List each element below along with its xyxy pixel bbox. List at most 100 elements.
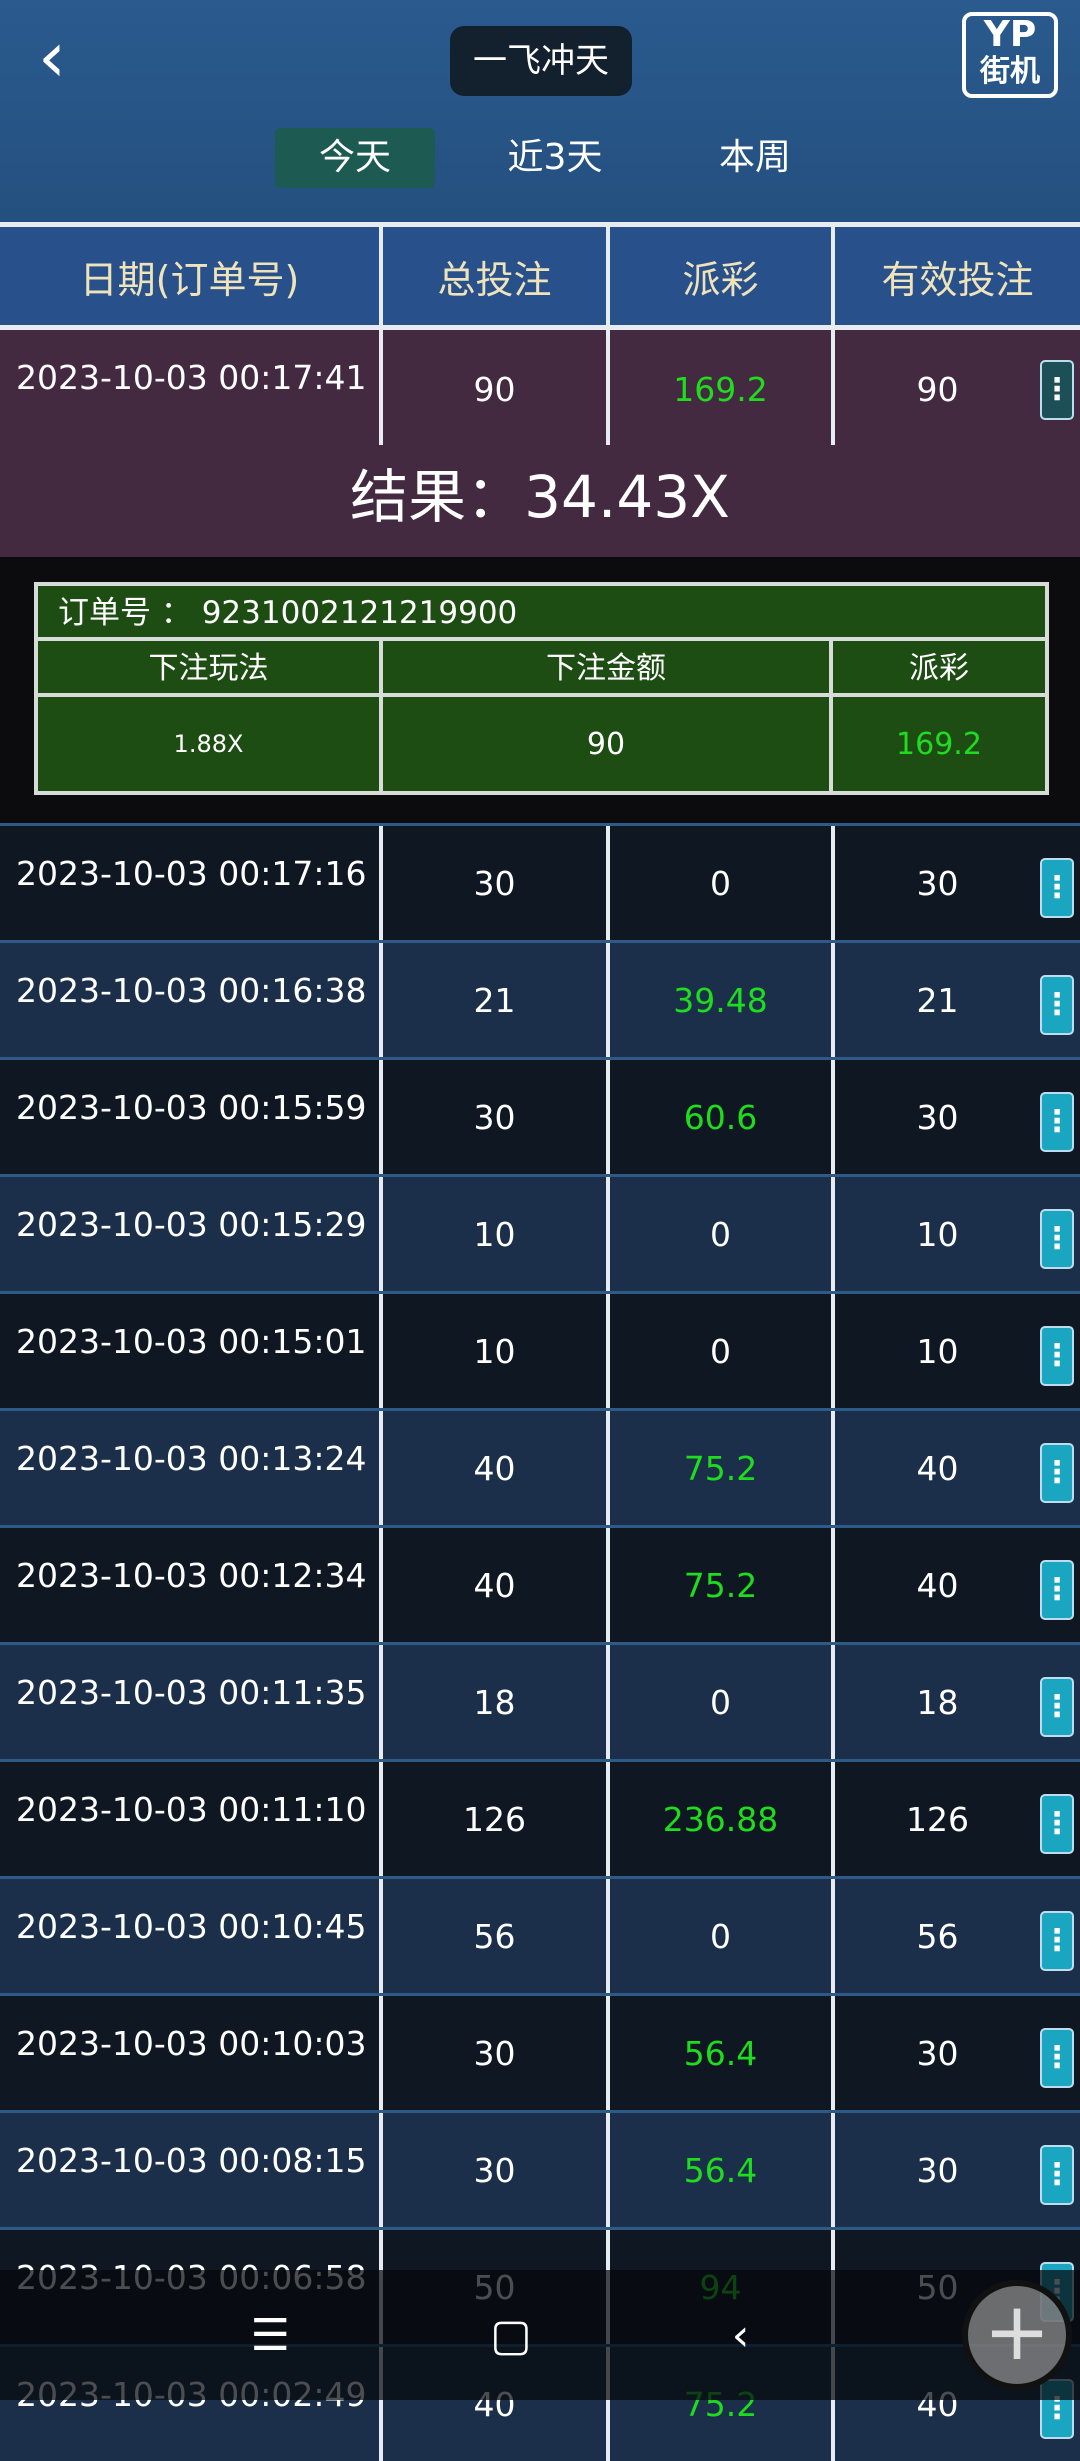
logo: YP 街机 xyxy=(962,12,1058,98)
row-total: 30 xyxy=(383,826,610,940)
row-valid: 40 xyxy=(916,1566,959,1605)
row-total: 18 xyxy=(383,1645,610,1759)
row-payout: 75.2 xyxy=(610,1411,835,1525)
detail-header-play: 下注玩法 xyxy=(38,641,379,697)
row-menu-button[interactable]: ⋮ xyxy=(1040,360,1074,420)
row-valid: 21 xyxy=(916,981,959,1020)
row-date: 2023-10-03 00:11:35 xyxy=(0,1645,383,1759)
row-menu-button[interactable]: ⋮ xyxy=(1040,1443,1074,1503)
row-payout: 56.4 xyxy=(610,2113,835,2227)
order-number: 订单号 ： 9231002121219900 xyxy=(38,586,1045,641)
tab-today[interactable]: 今天 xyxy=(275,128,435,188)
row-payout: 39.48 xyxy=(610,943,835,1057)
row-total: 56 xyxy=(383,1879,610,1993)
row-menu-button[interactable]: ⋮ xyxy=(1040,2028,1074,2088)
table-row[interactable]: 2023-10-03 00:12:34 40 75.2 40 ⋮ xyxy=(0,1525,1080,1642)
home-icon[interactable]: ▢ xyxy=(490,2309,532,2361)
column-valid: 有效投注 xyxy=(881,257,1034,302)
row-valid: 30 xyxy=(916,864,959,903)
detail-play: 1.88X xyxy=(173,730,244,758)
row-valid: 30 xyxy=(916,2151,959,2190)
row-menu-button[interactable]: ⋮ xyxy=(1040,1677,1074,1737)
row-payout: 60.6 xyxy=(610,1060,835,1174)
table-row[interactable]: 2023-10-03 00:10:03 30 56.4 30 ⋮ xyxy=(0,1993,1080,2110)
row-total: 90 xyxy=(383,330,610,445)
row-date: 2023-10-03 00:08:15 xyxy=(0,2113,383,2227)
row-date: 2023-10-03 00:16:38 xyxy=(0,943,383,1057)
expanded-row[interactable]: 2023-10-03 00:17:41 90 169.2 90 ⋮ 结果：34.… xyxy=(0,330,1080,557)
row-payout: 0 xyxy=(610,1294,835,1408)
column-payout: 派彩 xyxy=(610,227,835,325)
row-menu-button[interactable]: ⋮ xyxy=(1040,1209,1074,1269)
order-detail: 订单号 ： 9231002121219900 下注玩法 1.88X 下注金额 90 … xyxy=(0,557,1080,823)
row-valid: 30 xyxy=(916,1098,959,1137)
row-date: 2023-10-03 00:15:01 xyxy=(0,1294,383,1408)
row-total: 10 xyxy=(383,1294,610,1408)
row-date: 2023-10-03 00:15:29 xyxy=(0,1177,383,1291)
row-menu-button[interactable]: ⋮ xyxy=(1040,1326,1074,1386)
row-payout: 169.2 xyxy=(610,330,835,445)
table-row[interactable]: 2023-10-03 00:17:16 30 0 30 ⋮ xyxy=(0,823,1080,940)
row-total: 10 xyxy=(383,1177,610,1291)
row-menu-button[interactable]: ⋮ xyxy=(1040,1794,1074,1854)
page-title: 一飞冲天 xyxy=(450,26,632,96)
row-payout: 0 xyxy=(610,826,835,940)
floating-plus-button[interactable]: + xyxy=(962,2280,1072,2390)
top-bar: ‹ 一飞冲天 YP 街机 今天 近3天 本周 xyxy=(0,0,1080,222)
detail-payout: 169.2 xyxy=(896,726,982,762)
table-row[interactable]: 2023-10-03 00:08:15 30 56.4 30 ⋮ xyxy=(0,2110,1080,2227)
recent-apps-icon[interactable]: ☰ xyxy=(250,2309,291,2361)
row-menu-button[interactable]: ⋮ xyxy=(1040,975,1074,1035)
row-date: 2023-10-03 00:10:03 xyxy=(0,1996,383,2110)
row-valid: 18 xyxy=(916,1683,959,1722)
row-total: 30 xyxy=(383,1996,610,2110)
bet-list: 2023-10-03 00:17:16 30 0 30 ⋮ 2023-10-03 00:1… xyxy=(0,823,1080,2461)
table-row[interactable]: 2023-10-03 00:16:38 21 39.48 21 ⋮ xyxy=(0,940,1080,1057)
row-payout: 0 xyxy=(610,1177,835,1291)
row-payout: 75.2 xyxy=(610,1528,835,1642)
row-menu-button[interactable]: ⋮ xyxy=(1040,1560,1074,1620)
row-payout: 236.88 xyxy=(610,1762,835,1876)
row-total: 21 xyxy=(383,943,610,1057)
result-text: 结果：34.43X xyxy=(350,463,730,531)
back-button[interactable]: ‹ xyxy=(38,16,66,98)
row-menu-button[interactable]: ⋮ xyxy=(1040,2145,1074,2205)
row-date: 2023-10-03 00:17:16 xyxy=(0,826,383,940)
detail-header-payout: 派彩 xyxy=(833,641,1045,697)
row-total: 40 xyxy=(383,1528,610,1642)
row-total: 126 xyxy=(383,1762,610,1876)
period-tabs: 今天 近3天 本周 xyxy=(275,128,835,188)
table-row[interactable]: 2023-10-03 00:15:59 30 60.6 30 ⋮ xyxy=(0,1057,1080,1174)
detail-header-amount: 下注金额 xyxy=(383,641,829,697)
table-header: 日期(订单号) 总投注 派彩 有效投注 xyxy=(0,222,1080,330)
row-total: 30 xyxy=(383,2113,610,2227)
row-date: 2023-10-03 00:12:34 xyxy=(0,1528,383,1642)
row-menu-button[interactable]: ⋮ xyxy=(1040,1092,1074,1152)
table-row[interactable]: 2023-10-03 00:11:10 126 236.88 126 ⋮ xyxy=(0,1759,1080,1876)
column-total: 总投注 xyxy=(383,227,610,325)
back-nav-icon[interactable]: ‹ xyxy=(731,2309,750,2361)
row-date: 2023-10-03 00:13:24 xyxy=(0,1411,383,1525)
row-valid: 126 xyxy=(906,1800,969,1839)
row-valid: 10 xyxy=(916,1332,959,1371)
row-valid: 30 xyxy=(916,2034,959,2073)
row-valid: 40 xyxy=(916,1449,959,1488)
row-menu-button[interactable]: ⋮ xyxy=(1040,1911,1074,1971)
table-row[interactable]: 2023-10-03 00:15:29 10 0 10 ⋮ xyxy=(0,1174,1080,1291)
row-total: 30 xyxy=(383,1060,610,1174)
row-total: 40 xyxy=(383,1411,610,1525)
system-nav-bar: ☰ ▢ ‹ xyxy=(0,2270,1080,2400)
row-payout: 56.4 xyxy=(610,1996,835,2110)
detail-amount: 90 xyxy=(586,726,626,762)
table-row[interactable]: 2023-10-03 00:11:35 18 0 18 ⋮ xyxy=(0,1642,1080,1759)
row-date: 2023-10-03 00:15:59 xyxy=(0,1060,383,1174)
table-row[interactable]: 2023-10-03 00:15:01 10 0 10 ⋮ xyxy=(0,1291,1080,1408)
row-valid: 10 xyxy=(916,1215,959,1254)
row-menu-button[interactable]: ⋮ xyxy=(1040,858,1074,918)
column-date: 日期(订单号) xyxy=(0,227,383,325)
table-row[interactable]: 2023-10-03 00:10:45 56 0 56 ⋮ xyxy=(0,1876,1080,1993)
tab-3days[interactable]: 近3天 xyxy=(507,137,603,178)
tab-week[interactable]: 本周 xyxy=(718,137,791,178)
table-row[interactable]: 2023-10-03 00:13:24 40 75.2 40 ⋮ xyxy=(0,1408,1080,1525)
row-date: 2023-10-03 00:11:10 xyxy=(0,1762,383,1876)
